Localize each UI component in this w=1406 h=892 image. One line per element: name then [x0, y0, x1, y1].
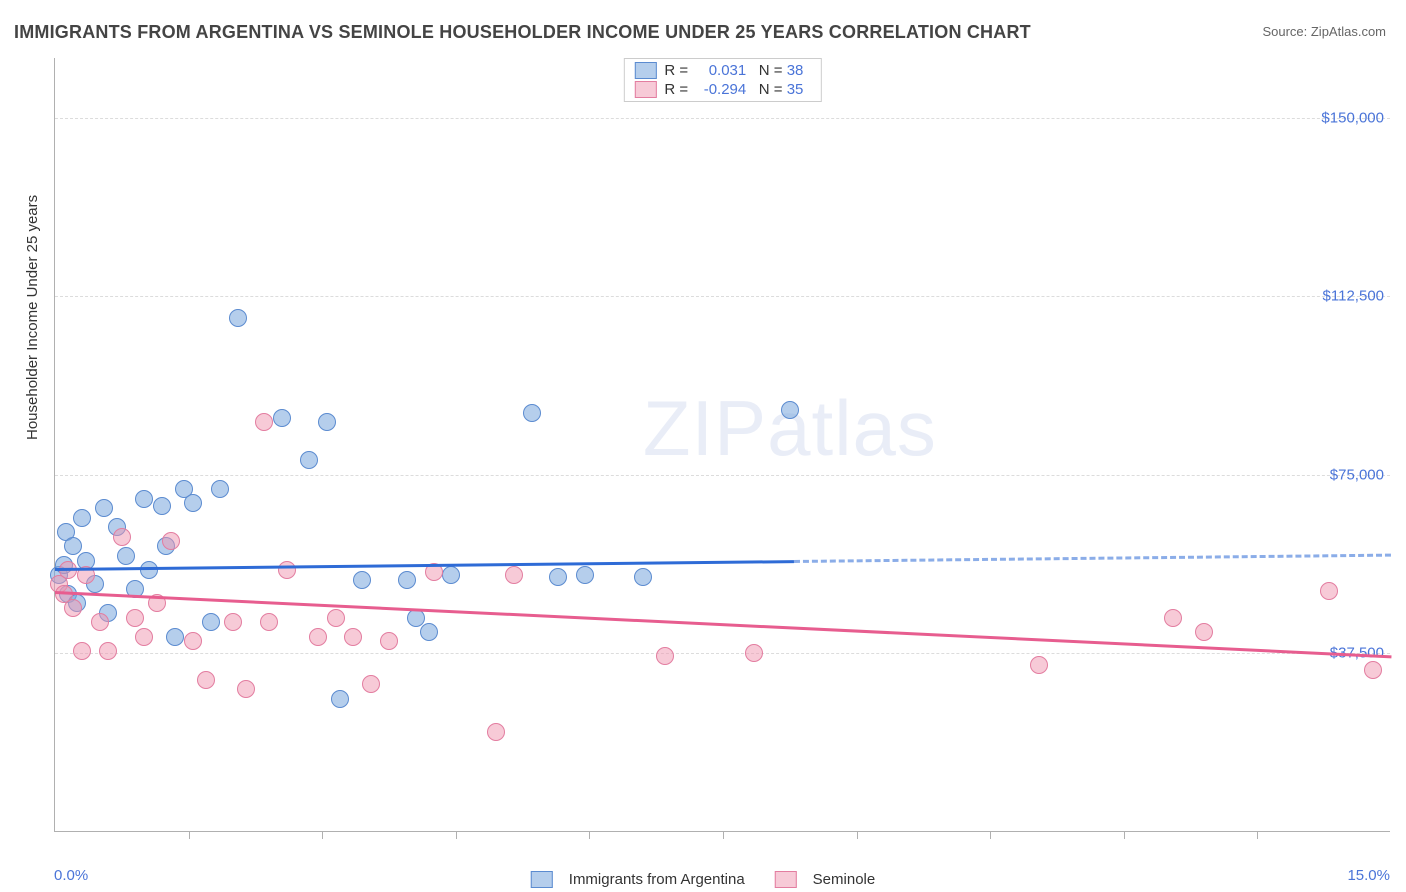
data-point — [380, 632, 398, 650]
data-point — [309, 628, 327, 646]
data-point — [73, 642, 91, 660]
data-point — [1030, 656, 1048, 674]
x-tick — [857, 831, 858, 839]
source-label: Source: ZipAtlas.com — [1262, 24, 1386, 39]
r-label: R = — [664, 81, 692, 98]
gridline — [55, 653, 1390, 654]
data-point — [420, 623, 438, 641]
data-point — [487, 723, 505, 741]
legend-swatch — [634, 81, 656, 98]
data-point — [126, 609, 144, 627]
correlation-row: R = 0.031 N = 38 — [624, 61, 820, 80]
x-tick — [990, 831, 991, 839]
data-point — [1195, 623, 1213, 641]
data-point — [166, 628, 184, 646]
data-point — [549, 568, 567, 586]
data-point — [656, 647, 674, 665]
legend-swatch — [775, 871, 797, 888]
x-tick — [456, 831, 457, 839]
x-tick — [322, 831, 323, 839]
n-value: 35 — [787, 81, 811, 98]
legend-swatch — [531, 871, 553, 888]
data-point — [113, 528, 131, 546]
correlation-legend: R = 0.031 N = 38R = -0.294 N = 35 — [623, 58, 821, 102]
n-label: N = — [746, 62, 786, 79]
gridline — [55, 296, 1390, 297]
data-point — [237, 680, 255, 698]
data-point — [211, 480, 229, 498]
data-point — [1364, 661, 1382, 679]
legend-label: Seminole — [813, 871, 876, 888]
n-label: N = — [746, 81, 786, 98]
data-point — [634, 568, 652, 586]
gridline — [55, 118, 1390, 119]
x-tick — [1257, 831, 1258, 839]
data-point — [576, 566, 594, 584]
r-value: 0.031 — [692, 62, 746, 79]
data-point — [781, 401, 799, 419]
data-point — [362, 675, 380, 693]
data-point — [273, 409, 291, 427]
chart-title: IMMIGRANTS FROM ARGENTINA VS SEMINOLE HO… — [14, 22, 1031, 43]
legend-item: Seminole — [775, 871, 876, 888]
data-point — [327, 609, 345, 627]
data-point — [344, 628, 362, 646]
scatter-plot-area: ZIPatlas R = 0.031 N = 38R = -0.294 N = … — [54, 58, 1390, 832]
y-axis-title: Householder Income Under 25 years — [24, 195, 41, 440]
trend-line — [55, 591, 1391, 658]
data-point — [197, 671, 215, 689]
r-label: R = — [664, 62, 692, 79]
x-tick — [189, 831, 190, 839]
data-point — [229, 309, 247, 327]
legend-item: Immigrants from Argentina — [531, 871, 745, 888]
data-point — [162, 532, 180, 550]
data-point — [95, 499, 113, 517]
x-tick — [589, 831, 590, 839]
legend-swatch — [634, 62, 656, 79]
data-point — [99, 642, 117, 660]
data-point — [300, 451, 318, 469]
x-axis-min-label: 0.0% — [54, 867, 88, 884]
r-value: -0.294 — [692, 81, 746, 98]
data-point — [135, 628, 153, 646]
series-legend: Immigrants from Argentina Seminole — [531, 871, 875, 888]
data-point — [202, 613, 220, 631]
data-point — [135, 490, 153, 508]
data-point — [1320, 582, 1338, 600]
data-point — [1164, 609, 1182, 627]
data-point — [184, 632, 202, 650]
data-point — [184, 494, 202, 512]
y-tick-label: $150,000 — [1321, 109, 1384, 126]
data-point — [153, 497, 171, 515]
data-point — [64, 599, 82, 617]
data-point — [523, 404, 541, 422]
data-point — [505, 566, 523, 584]
y-tick-label: $112,500 — [1323, 288, 1384, 305]
data-point — [117, 547, 135, 565]
data-point — [745, 644, 763, 662]
x-axis-max-label: 15.0% — [1347, 867, 1390, 884]
data-point — [318, 413, 336, 431]
watermark: ZIPatlas — [643, 383, 937, 474]
n-value: 38 — [787, 62, 811, 79]
data-point — [398, 571, 416, 589]
correlation-row: R = -0.294 N = 35 — [624, 80, 820, 99]
data-point — [331, 690, 349, 708]
data-point — [353, 571, 371, 589]
data-point — [278, 561, 296, 579]
data-point — [224, 613, 242, 631]
trend-line — [794, 553, 1391, 562]
x-tick — [723, 831, 724, 839]
y-tick-label: $75,000 — [1330, 466, 1384, 483]
data-point — [442, 566, 460, 584]
data-point — [91, 613, 109, 631]
legend-label: Immigrants from Argentina — [569, 871, 745, 888]
x-tick — [1124, 831, 1125, 839]
data-point — [64, 537, 82, 555]
gridline — [55, 475, 1390, 476]
data-point — [255, 413, 273, 431]
data-point — [73, 509, 91, 527]
data-point — [260, 613, 278, 631]
